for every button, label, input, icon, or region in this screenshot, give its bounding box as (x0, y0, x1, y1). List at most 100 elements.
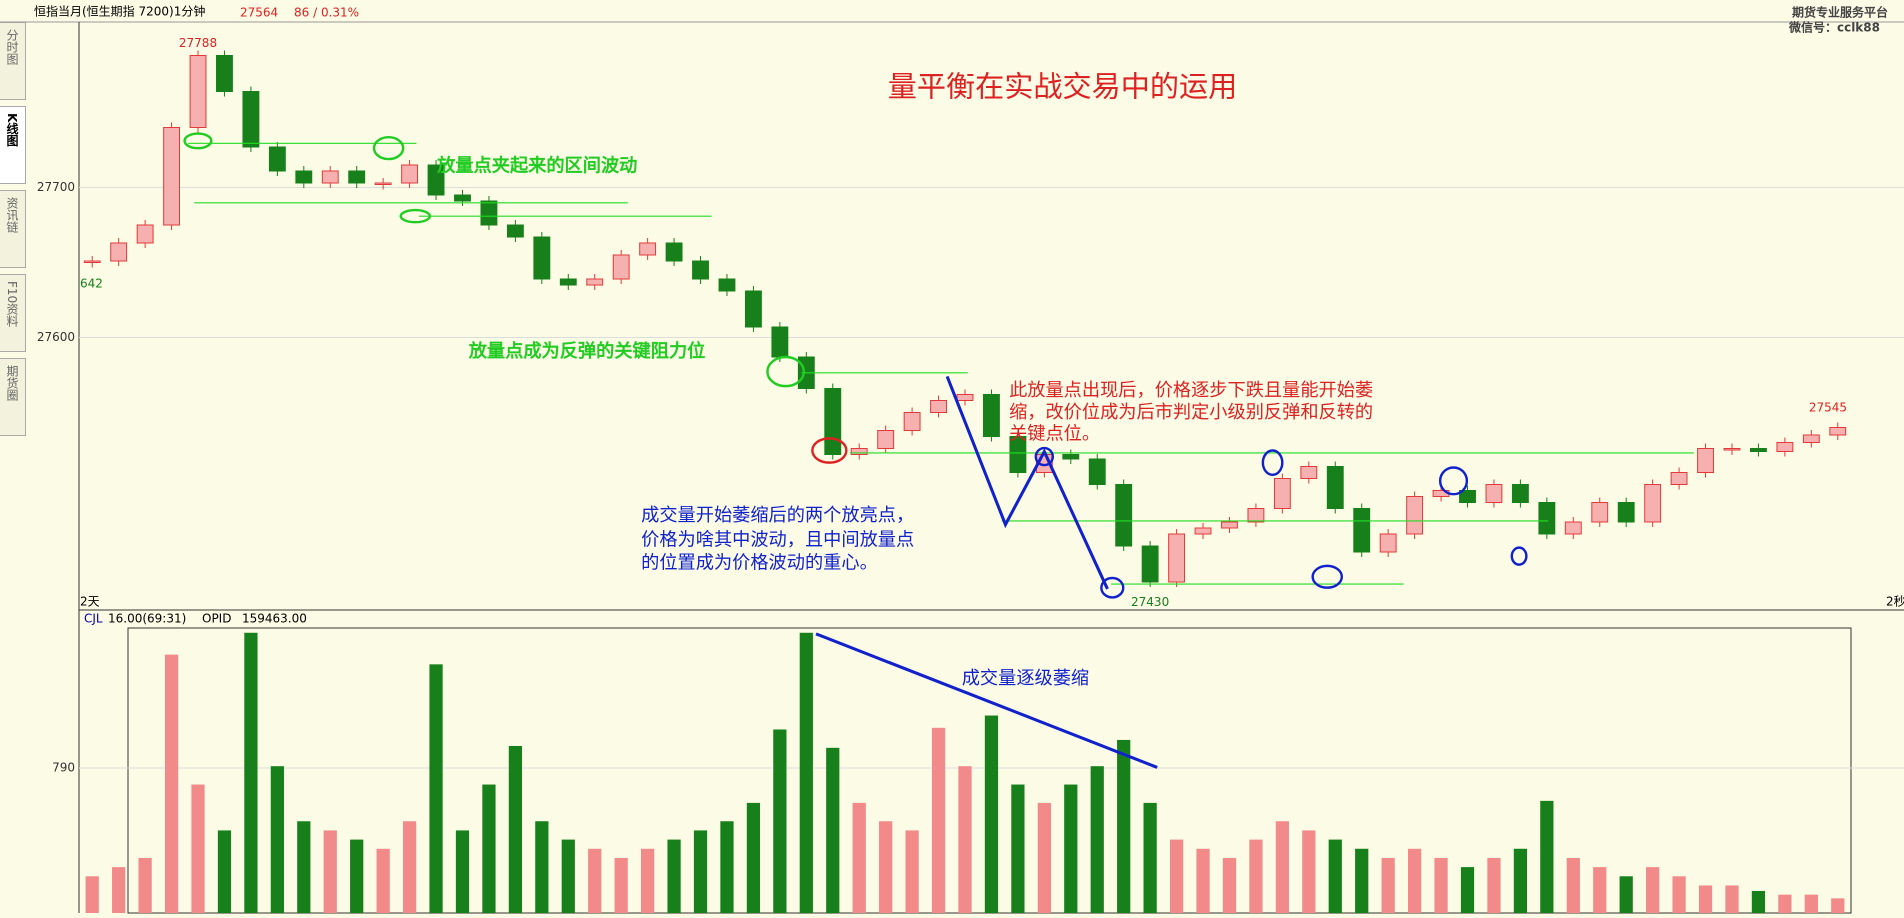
candle (374, 182, 392, 185)
volume-bar (1275, 821, 1289, 913)
candle (1511, 484, 1529, 503)
volume-bar (1090, 766, 1104, 913)
note: 成交量开始萎缩后的两个放亮点， (641, 505, 914, 526)
volume-bar (1698, 885, 1713, 913)
volume-bar (270, 766, 284, 913)
candle (1802, 434, 1820, 443)
candle (983, 394, 1000, 437)
volume-bar (1566, 857, 1580, 913)
candle (401, 164, 419, 184)
candle (1326, 466, 1344, 509)
candle (1617, 502, 1635, 523)
candle (533, 236, 551, 280)
candle (1749, 448, 1767, 452)
volume-bar (958, 766, 972, 913)
left-label: 642 (80, 277, 103, 291)
volume-bar (1804, 894, 1818, 913)
volume-bar (350, 839, 364, 913)
volume-bar (1751, 890, 1766, 913)
candle (956, 394, 974, 401)
volume-bar (1646, 867, 1660, 913)
low-label: 27430 (1131, 595, 1169, 609)
volume-bar (852, 802, 866, 913)
candle (321, 170, 339, 184)
volume-bar (561, 839, 575, 913)
candle (1353, 508, 1371, 553)
tab[interactable]: 资讯链 (0, 190, 26, 268)
candle (1221, 521, 1238, 529)
candle (242, 91, 260, 148)
candle (1115, 484, 1133, 547)
candle (1273, 478, 1291, 509)
candle (348, 170, 366, 184)
note: 放量点夹起来的区间波动 (436, 154, 637, 176)
volume-bar (1169, 839, 1184, 913)
volume-bar (1831, 898, 1845, 913)
volume-bar (984, 715, 999, 913)
candle (163, 127, 181, 226)
candle (718, 278, 736, 292)
candle (771, 326, 789, 358)
candle (1644, 484, 1662, 523)
candle (268, 146, 286, 172)
volume-bar (1460, 867, 1475, 913)
candle (1485, 484, 1503, 503)
volume-bar (297, 821, 311, 913)
candle (692, 260, 709, 280)
candle (427, 164, 445, 196)
volume-bar (826, 747, 840, 913)
zigzag (945, 375, 1109, 590)
candle (1009, 436, 1027, 473)
right-bottom: 2秒 (1886, 595, 1904, 609)
candle (136, 224, 154, 244)
volume-bar (1196, 848, 1210, 913)
volume-bar (588, 848, 602, 913)
price: 27564 (240, 6, 278, 20)
volume-bar (508, 746, 522, 913)
candle (1723, 448, 1741, 451)
tab[interactable]: F10资料 (0, 274, 26, 352)
candle (1088, 458, 1106, 485)
candle (480, 200, 498, 226)
candle (110, 242, 128, 262)
circles (183, 132, 1528, 599)
volume-bar (1381, 857, 1395, 913)
tab[interactable]: 分时图 (0, 22, 26, 100)
candle (665, 242, 683, 262)
volume-bar (1064, 784, 1078, 913)
volume-bar (323, 830, 337, 913)
volume-bar (217, 830, 232, 913)
annotations: 量平衡在实战交易中的运用 此放量点出现后，价格逐步下跌且量能开始萎 缩，改价位成… (183, 70, 1694, 769)
candle (1670, 472, 1688, 485)
volume-bar (191, 784, 205, 913)
volume-bar (429, 664, 443, 913)
candle (930, 400, 947, 413)
candle (1776, 442, 1794, 452)
volume-bar (1434, 857, 1448, 913)
volume-bar (641, 848, 655, 913)
candle (1406, 496, 1424, 535)
volume-bar (1302, 830, 1316, 913)
sidebar: 分时图 K线图 资讯链 F10资料 期货圈 (0, 22, 28, 442)
candle (1591, 502, 1609, 523)
candle (295, 170, 313, 184)
candle (189, 55, 207, 128)
blue-texts: 成交量开始萎缩后的两个放亮点， 价格为啥其中波动，且中间放量点 的位置成为价格波… (641, 505, 1089, 689)
candle (639, 242, 657, 256)
volume-bar (1593, 867, 1607, 913)
candle (586, 278, 604, 286)
volume-bar (905, 830, 919, 913)
tab[interactable]: K线图 (0, 106, 26, 184)
volume-bar (1117, 739, 1131, 913)
wechat: 微信号：cclk88 (1788, 20, 1880, 35)
volume-bar (1672, 876, 1686, 913)
volume-bar (1328, 839, 1342, 913)
platform: 期货专业服务平台 (1792, 5, 1888, 20)
volume-bar (1487, 857, 1501, 913)
volume-bar (799, 632, 813, 913)
volume-value: 16.00(69:31) (108, 612, 186, 626)
volume-bar (535, 821, 549, 913)
volume-bar (1143, 802, 1157, 913)
tab[interactable]: 期货圈 (0, 358, 26, 436)
